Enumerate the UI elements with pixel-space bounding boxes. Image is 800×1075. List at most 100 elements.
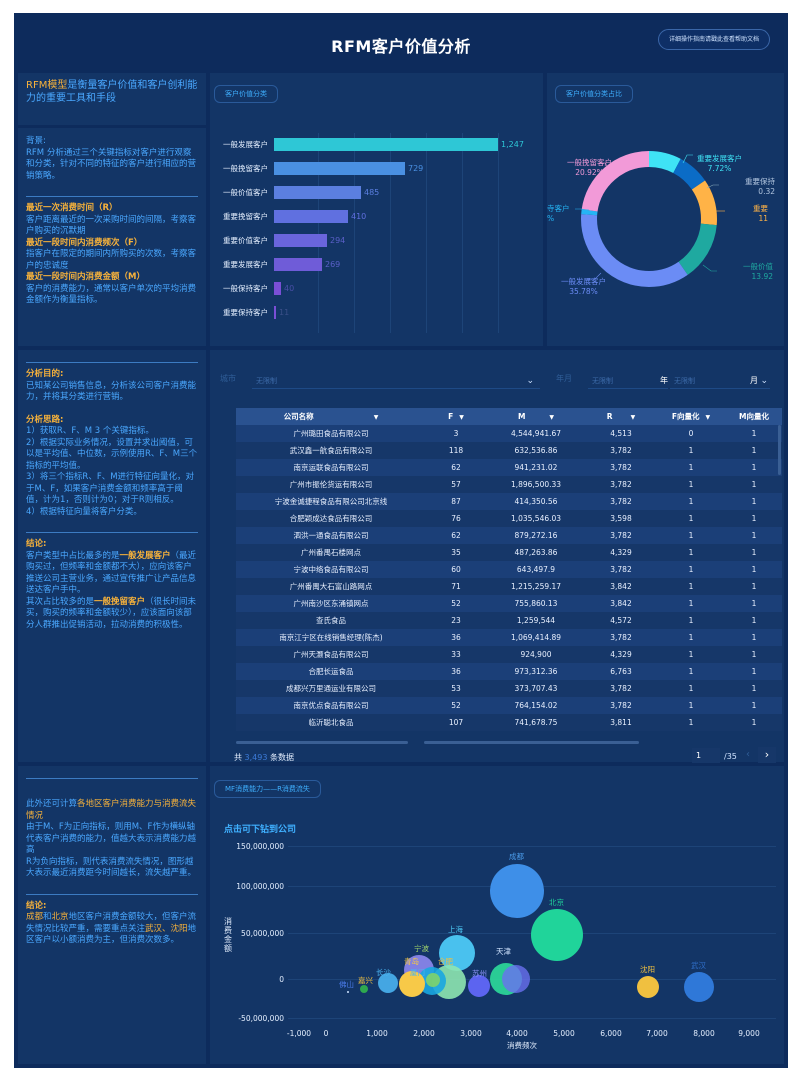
- sort-icon[interactable]: ▼: [630, 414, 636, 421]
- horizontal-scrollbar[interactable]: [424, 741, 639, 744]
- table-row[interactable]: 广州番禺大石富山路网点 71 1,215,259.17 3,842 1 1: [236, 578, 782, 595]
- data-table: 公司名称 ▼ F ▼ M ▼ R ▼ F向量化 ▼ M向量化 广州璐田食品有限公司 3 4,5…: [236, 408, 782, 731]
- cell: 1: [688, 667, 694, 676]
- bar-row[interactable]: 一般挽留客户 729: [212, 161, 423, 175]
- bubble[interactable]: [360, 985, 368, 993]
- bar-row[interactable]: 重要挽留客户 410: [212, 209, 366, 223]
- table-row[interactable]: 成都兴万里通运业有限公司 53 373,707.43 3,782 1 1: [236, 680, 782, 697]
- purpose-text: 已知某公司销售信息，分析该公司客户消费能力，并将其分类进行营销。: [26, 380, 197, 403]
- horizontal-scrollbar[interactable]: [236, 741, 408, 744]
- sort-icon[interactable]: ▼: [705, 414, 711, 421]
- cell: 1: [751, 480, 757, 489]
- cell: 3,811: [610, 718, 632, 727]
- bar[interactable]: [274, 305, 276, 319]
- bubble[interactable]: [399, 971, 425, 997]
- column-header[interactable]: F向量化 ▼: [656, 411, 726, 422]
- step-3: 3）将三个指标R、F、M进行特征向量化，对于M、F，如果客户消费金额和频率高于阈…: [26, 472, 195, 505]
- table-row[interactable]: 南京运联食品有限公司 62 941,231.02 3,782 1 1: [236, 459, 782, 476]
- bubble-label: 苏州: [472, 969, 487, 978]
- x-axis-label: 消费频次: [507, 1041, 537, 1050]
- column-header[interactable]: M向量化: [726, 411, 782, 422]
- bubble[interactable]: [531, 909, 583, 961]
- cell: 1: [751, 701, 757, 710]
- purpose-block: 分析目的: 已知某公司销售信息，分析该公司客户消费能力，并将其分类进行营销。 分…: [18, 363, 206, 518]
- year-unit: 年: [660, 376, 668, 385]
- city-select[interactable]: 无限制 ⌄: [252, 373, 540, 389]
- table-row[interactable]: 合肥长运食品 36 973,312.36 6,763 1 1: [236, 663, 782, 680]
- conclusion-block: 结论: 客户类型中占比最多的是一般发展客户（最近购买过，但频率和金额都不大），应…: [18, 533, 206, 631]
- bubble[interactable]: [378, 973, 398, 993]
- sort-icon[interactable]: ▼: [459, 414, 464, 421]
- table-row[interactable]: 广州天灏食品有限公司 33 924,900 4,329 1 1: [236, 646, 782, 663]
- table-row[interactable]: 武汉鑫一航食品有限公司 118 632,536.86 3,782 1 1: [236, 442, 782, 459]
- bubble[interactable]: [468, 975, 490, 997]
- bubble[interactable]: [426, 973, 440, 987]
- column-header[interactable]: 公司名称 ▼: [236, 411, 426, 422]
- page-input[interactable]: 1: [692, 748, 720, 763]
- bubble[interactable]: [347, 991, 349, 993]
- bar-row[interactable]: 重要价值客户 294: [212, 233, 345, 247]
- table-row[interactable]: 广州市振伦货运有限公司 57 1,896,500.33 3,782 1 1: [236, 476, 782, 493]
- cell: 1: [688, 446, 694, 455]
- table-row[interactable]: 广州南沙区东涌镇网点 52 755,860.13 3,842 1 1: [236, 595, 782, 612]
- bar[interactable]: [274, 257, 322, 271]
- table-row[interactable]: 临沂聪北食品 107 741,678.75 3,811 1 1: [236, 714, 782, 731]
- chevron-down-icon: ⌄: [760, 376, 768, 386]
- next-page-icon[interactable]: ›: [758, 747, 776, 763]
- column-header[interactable]: R ▼: [586, 412, 656, 421]
- bubble[interactable]: [502, 965, 530, 993]
- cell: 764,154.02: [514, 701, 558, 710]
- vertical-scrollbar[interactable]: [778, 425, 781, 475]
- cell: 成都兴万里通运业有限公司: [286, 684, 376, 693]
- cell: 1: [751, 429, 757, 438]
- cell: 1: [688, 718, 694, 727]
- y-tick: 0: [279, 975, 284, 984]
- bar[interactable]: [274, 281, 281, 295]
- bar[interactable]: [274, 137, 498, 151]
- prev-page-icon[interactable]: ‹: [746, 749, 750, 760]
- bar-row[interactable]: 一般价值客户 485: [212, 185, 379, 199]
- step-2: 2）根据实际业务情况，设置并求出阈值，可以是平均值、中位数，示例使用R、F、M三…: [26, 437, 198, 471]
- table-row[interactable]: 查氏食品 23 1,259,544 4,572 1 1: [236, 612, 782, 629]
- month-unit: 月: [750, 376, 758, 385]
- donut-chart[interactable]: [547, 73, 784, 346]
- cell: 1: [688, 616, 694, 625]
- bubble[interactable]: [684, 972, 714, 1002]
- bar-row[interactable]: 重要发展客户 269: [212, 257, 340, 271]
- cell: 1: [751, 548, 757, 557]
- bubble[interactable]: [490, 864, 544, 918]
- cell: 3,782: [610, 633, 632, 642]
- table-row[interactable]: 南京优点食品有限公司 52 764,154.02 3,782 1 1: [236, 697, 782, 714]
- year-input[interactable]: 无限制 年: [588, 373, 668, 389]
- bar-row[interactable]: 一般发展客户 1,247: [212, 137, 524, 151]
- table-row[interactable]: 合肥颖成达食品有限公司 76 1,035,546.03 3,598 1 1: [236, 510, 782, 527]
- bar[interactable]: [274, 209, 348, 223]
- bubble[interactable]: [637, 976, 659, 998]
- sort-icon[interactable]: ▼: [549, 414, 555, 421]
- table-row[interactable]: 泗洪一通食品有限公司 62 879,272.16 3,782 1 1: [236, 527, 782, 544]
- cell: 4,544,941.67: [510, 429, 562, 438]
- table-row[interactable]: 南京江宁区在线销售经理(陈杰) 36 1,069,414.89 3,782 1 1: [236, 629, 782, 646]
- bar-row[interactable]: 重要保持客户 11: [212, 305, 289, 319]
- sort-icon[interactable]: ▼: [373, 414, 379, 421]
- table-row[interactable]: 宁波金诚捷程食品有限公司北京线 87 414,350.56 3,782 1 1: [236, 493, 782, 510]
- bar-row[interactable]: 一般保持客户 40: [212, 281, 294, 295]
- text: 共: [234, 753, 242, 762]
- bubble-label: 合肥: [438, 957, 453, 966]
- slice-value: 20.92%: [575, 168, 604, 177]
- background-text: RFM 分析通过三个关键指标对客户进行观察和分类，针对不同的特征的客户进行相应的…: [26, 147, 197, 181]
- bar[interactable]: [274, 233, 327, 247]
- table-row[interactable]: 广州璐田食品有限公司 3 4,544,941.67 4,513 0 1: [236, 425, 782, 442]
- column-header[interactable]: M ▼: [486, 412, 586, 421]
- help-doc-button[interactable]: 详细操作指南请戳此查看帮助文档: [657, 29, 770, 50]
- conclusion-p2: 其次占比较多的是一般挽留客户（很长时间未买，购买的频率和金额较少），应该面向该部…: [26, 597, 198, 632]
- bar[interactable]: [274, 161, 405, 175]
- year-value: 无限制: [592, 377, 613, 385]
- y-tick: 100,000,000: [236, 882, 284, 891]
- column-header[interactable]: F ▼: [426, 412, 486, 421]
- bar[interactable]: [274, 185, 361, 199]
- text: 地区客户以小额消费为主，但消费次数多。: [26, 923, 197, 946]
- table-row[interactable]: 广州番禺石楼网点 35 487,263.86 4,329 1 1: [236, 544, 782, 561]
- month-select[interactable]: 无限制 月 ⌄: [670, 373, 770, 389]
- table-row[interactable]: 宁波中络食品有限公司 60 643,497.9 3,782 1 1: [236, 561, 782, 578]
